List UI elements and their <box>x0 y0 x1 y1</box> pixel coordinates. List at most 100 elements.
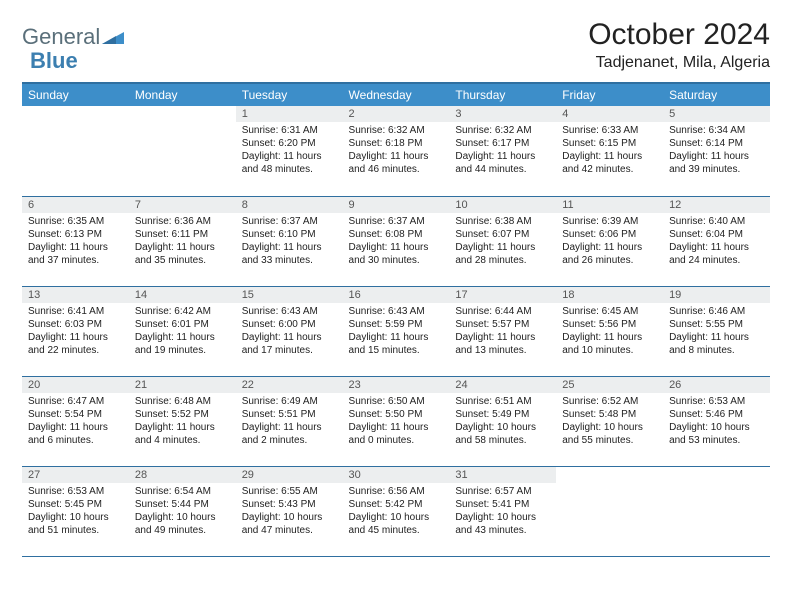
sunset-text: Sunset: 6:07 PM <box>455 228 550 241</box>
day-number: 28 <box>129 467 236 483</box>
daylight-text: Daylight: 11 hours and 15 minutes. <box>349 331 444 357</box>
day-number: 21 <box>129 377 236 393</box>
sunset-text: Sunset: 6:00 PM <box>242 318 337 331</box>
daylight-text: Daylight: 11 hours and 48 minutes. <box>242 150 337 176</box>
daylight-text: Daylight: 11 hours and 33 minutes. <box>242 241 337 267</box>
sunrise-text: Sunrise: 6:35 AM <box>28 215 123 228</box>
daylight-text: Daylight: 11 hours and 24 minutes. <box>669 241 764 267</box>
calendar-cell: 22Sunrise: 6:49 AMSunset: 5:51 PMDayligh… <box>236 376 343 466</box>
calendar-row: ....1Sunrise: 6:31 AMSunset: 6:20 PMDayl… <box>22 106 770 196</box>
weekday-header: Tuesday <box>236 83 343 106</box>
day-details: Sunrise: 6:46 AMSunset: 5:55 PMDaylight:… <box>663 303 770 359</box>
sunrise-text: Sunrise: 6:52 AM <box>562 395 657 408</box>
sunrise-text: Sunrise: 6:36 AM <box>135 215 230 228</box>
weekday-header: Saturday <box>663 83 770 106</box>
calendar-cell: 15Sunrise: 6:43 AMSunset: 6:00 PMDayligh… <box>236 286 343 376</box>
day-number: 2 <box>343 106 450 122</box>
day-number: 24 <box>449 377 556 393</box>
daylight-text: Daylight: 11 hours and 0 minutes. <box>349 421 444 447</box>
day-details: Sunrise: 6:33 AMSunset: 6:15 PMDaylight:… <box>556 122 663 178</box>
sunrise-text: Sunrise: 6:47 AM <box>28 395 123 408</box>
sunset-text: Sunset: 5:55 PM <box>669 318 764 331</box>
weekday-header: Monday <box>129 83 236 106</box>
day-details: Sunrise: 6:39 AMSunset: 6:06 PMDaylight:… <box>556 213 663 269</box>
daylight-text: Daylight: 10 hours and 45 minutes. <box>349 511 444 537</box>
day-number: 11 <box>556 197 663 213</box>
calendar-cell: 12Sunrise: 6:40 AMSunset: 6:04 PMDayligh… <box>663 196 770 286</box>
sunset-text: Sunset: 6:17 PM <box>455 137 550 150</box>
day-number: 27 <box>22 467 129 483</box>
daylight-text: Daylight: 11 hours and 39 minutes. <box>669 150 764 176</box>
sunrise-text: Sunrise: 6:44 AM <box>455 305 550 318</box>
sunset-text: Sunset: 5:48 PM <box>562 408 657 421</box>
sunset-text: Sunset: 6:08 PM <box>349 228 444 241</box>
weekday-header: Friday <box>556 83 663 106</box>
day-number: 17 <box>449 287 556 303</box>
daylight-text: Daylight: 11 hours and 42 minutes. <box>562 150 657 176</box>
day-details: Sunrise: 6:55 AMSunset: 5:43 PMDaylight:… <box>236 483 343 539</box>
day-number: 9 <box>343 197 450 213</box>
sunset-text: Sunset: 5:59 PM <box>349 318 444 331</box>
day-number: 1 <box>236 106 343 122</box>
sunrise-text: Sunrise: 6:33 AM <box>562 124 657 137</box>
sunrise-text: Sunrise: 6:43 AM <box>349 305 444 318</box>
month-title: October 2024 <box>588 18 770 52</box>
calendar-cell: .. <box>22 106 129 196</box>
day-number: 3 <box>449 106 556 122</box>
calendar-row: 20Sunrise: 6:47 AMSunset: 5:54 PMDayligh… <box>22 376 770 466</box>
daylight-text: Daylight: 11 hours and 22 minutes. <box>28 331 123 357</box>
daylight-text: Daylight: 11 hours and 28 minutes. <box>455 241 550 267</box>
day-details: Sunrise: 6:57 AMSunset: 5:41 PMDaylight:… <box>449 483 556 539</box>
sunrise-text: Sunrise: 6:54 AM <box>135 485 230 498</box>
weekday-header-row: SundayMondayTuesdayWednesdayThursdayFrid… <box>22 83 770 106</box>
sunrise-text: Sunrise: 6:37 AM <box>242 215 337 228</box>
daylight-text: Daylight: 10 hours and 53 minutes. <box>669 421 764 447</box>
sunrise-text: Sunrise: 6:53 AM <box>28 485 123 498</box>
daylight-text: Daylight: 11 hours and 44 minutes. <box>455 150 550 176</box>
day-number: 26 <box>663 377 770 393</box>
day-details: Sunrise: 6:56 AMSunset: 5:42 PMDaylight:… <box>343 483 450 539</box>
calendar-cell: 18Sunrise: 6:45 AMSunset: 5:56 PMDayligh… <box>556 286 663 376</box>
sunset-text: Sunset: 5:44 PM <box>135 498 230 511</box>
sunset-text: Sunset: 6:15 PM <box>562 137 657 150</box>
sunrise-text: Sunrise: 6:32 AM <box>455 124 550 137</box>
day-details: Sunrise: 6:35 AMSunset: 6:13 PMDaylight:… <box>22 213 129 269</box>
sunrise-text: Sunrise: 6:37 AM <box>349 215 444 228</box>
sunrise-text: Sunrise: 6:41 AM <box>28 305 123 318</box>
day-number: 13 <box>22 287 129 303</box>
day-details: Sunrise: 6:52 AMSunset: 5:48 PMDaylight:… <box>556 393 663 449</box>
calendar-cell: 5Sunrise: 6:34 AMSunset: 6:14 PMDaylight… <box>663 106 770 196</box>
daylight-text: Daylight: 11 hours and 35 minutes. <box>135 241 230 267</box>
day-number: 19 <box>663 287 770 303</box>
calendar-cell: 19Sunrise: 6:46 AMSunset: 5:55 PMDayligh… <box>663 286 770 376</box>
day-details: Sunrise: 6:48 AMSunset: 5:52 PMDaylight:… <box>129 393 236 449</box>
sunrise-text: Sunrise: 6:32 AM <box>349 124 444 137</box>
sunset-text: Sunset: 5:54 PM <box>28 408 123 421</box>
logo: General <box>22 18 124 50</box>
calendar-cell: 29Sunrise: 6:55 AMSunset: 5:43 PMDayligh… <box>236 466 343 556</box>
daylight-text: Daylight: 11 hours and 10 minutes. <box>562 331 657 357</box>
sunset-text: Sunset: 6:06 PM <box>562 228 657 241</box>
sunset-text: Sunset: 6:18 PM <box>349 137 444 150</box>
daylight-text: Daylight: 10 hours and 43 minutes. <box>455 511 550 537</box>
calendar-body: ....1Sunrise: 6:31 AMSunset: 6:20 PMDayl… <box>22 106 770 556</box>
day-details: Sunrise: 6:36 AMSunset: 6:11 PMDaylight:… <box>129 213 236 269</box>
sunrise-text: Sunrise: 6:34 AM <box>669 124 764 137</box>
daylight-text: Daylight: 10 hours and 47 minutes. <box>242 511 337 537</box>
sunrise-text: Sunrise: 6:42 AM <box>135 305 230 318</box>
calendar-table: SundayMondayTuesdayWednesdayThursdayFrid… <box>22 82 770 557</box>
day-number: 6 <box>22 197 129 213</box>
calendar-cell: 25Sunrise: 6:52 AMSunset: 5:48 PMDayligh… <box>556 376 663 466</box>
day-details: Sunrise: 6:37 AMSunset: 6:08 PMDaylight:… <box>343 213 450 269</box>
sunrise-text: Sunrise: 6:38 AM <box>455 215 550 228</box>
sunrise-text: Sunrise: 6:46 AM <box>669 305 764 318</box>
day-number: 7 <box>129 197 236 213</box>
title-block: October 2024 Tadjenanet, Mila, Algeria <box>588 18 770 72</box>
sunrise-text: Sunrise: 6:45 AM <box>562 305 657 318</box>
sunrise-text: Sunrise: 6:39 AM <box>562 215 657 228</box>
daylight-text: Daylight: 10 hours and 58 minutes. <box>455 421 550 447</box>
day-number: 25 <box>556 377 663 393</box>
day-details: Sunrise: 6:51 AMSunset: 5:49 PMDaylight:… <box>449 393 556 449</box>
sunrise-text: Sunrise: 6:51 AM <box>455 395 550 408</box>
sunrise-text: Sunrise: 6:48 AM <box>135 395 230 408</box>
